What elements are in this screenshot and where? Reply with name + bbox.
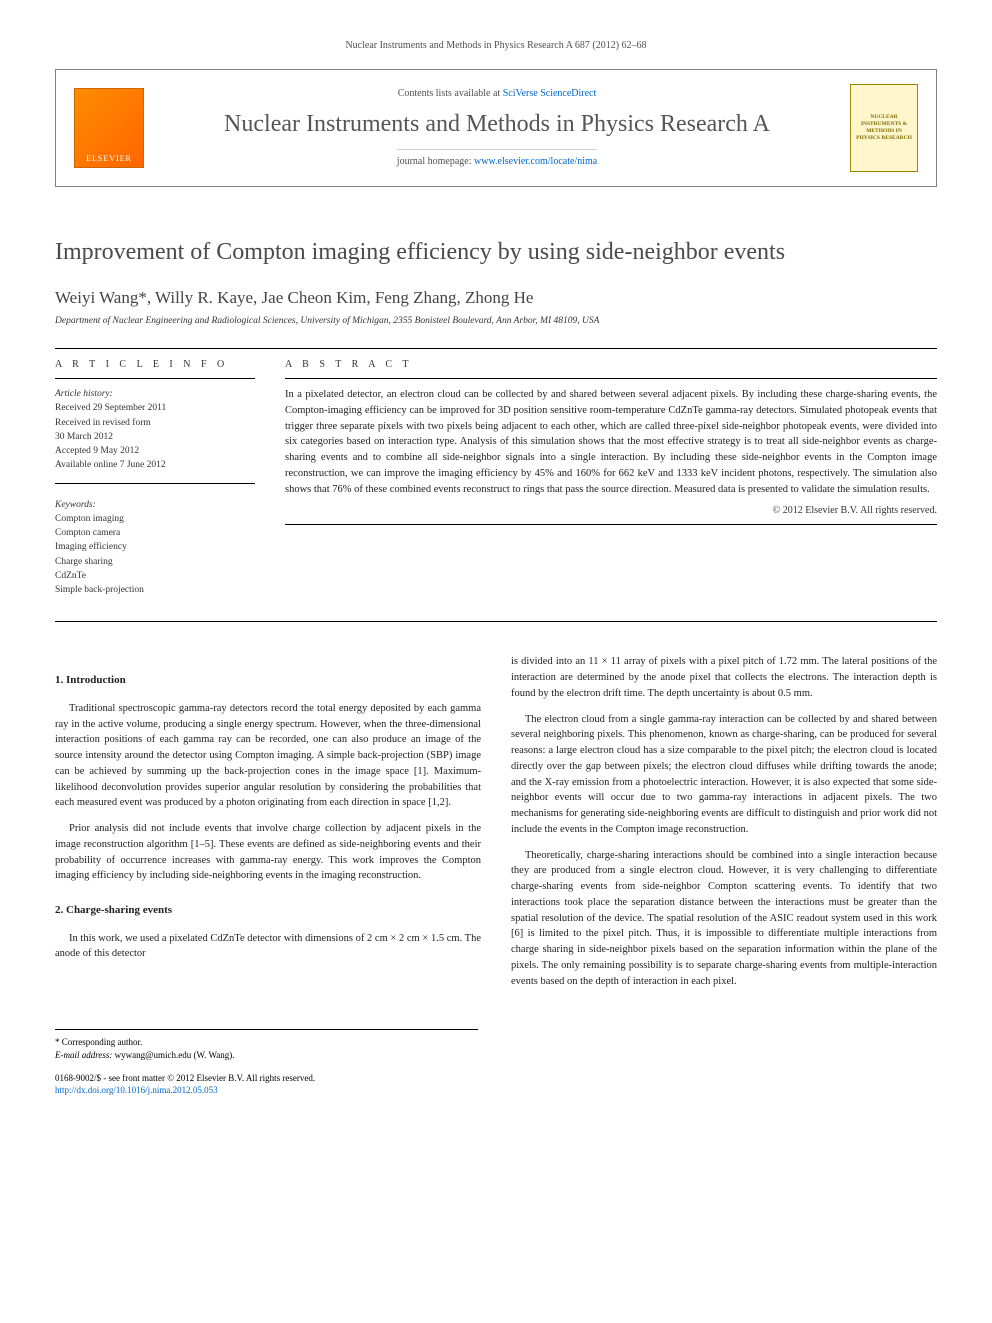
body-paragraph: Traditional spectroscopic gamma-ray dete… [55, 701, 481, 811]
article-info-column: A R T I C L E I N F O Article history: R… [55, 349, 255, 597]
homepage-link[interactable]: www.elsevier.com/locate/nima [474, 156, 597, 167]
homepage-prefix: journal homepage: [397, 156, 474, 167]
left-column: 1. Introduction Traditional spectroscopi… [55, 654, 481, 999]
contents-lists-line: Contents lists available at SciVerse Sci… [164, 88, 830, 99]
journal-citation: Nuclear Instruments and Methods in Physi… [55, 40, 937, 51]
keyword: Compton camera [55, 528, 120, 538]
journal-name: Nuclear Instruments and Methods in Physi… [164, 109, 830, 139]
divider [55, 621, 937, 622]
homepage-line: journal homepage: www.elsevier.com/locat… [397, 149, 597, 167]
doi-line: http://dx.doi.org/10.1016/j.nima.2012.05… [55, 1084, 478, 1097]
email-address: wywang@umich.edu (W. Wang). [115, 1050, 235, 1060]
body-paragraph: Theoretically, charge-sharing interactio… [511, 848, 937, 990]
article-history: Article history: Received 29 September 2… [55, 387, 255, 473]
body-two-column: 1. Introduction Traditional spectroscopi… [55, 654, 937, 999]
body-paragraph: The electron cloud from a single gamma-r… [511, 712, 937, 838]
history-line: Received in revised form [55, 418, 151, 428]
keyword: Compton imaging [55, 514, 124, 524]
article-info-label: A R T I C L E I N F O [55, 359, 255, 370]
history-line: 30 March 2012 [55, 432, 113, 442]
abstract-text: In a pixelated detector, an electron clo… [285, 387, 937, 497]
elsevier-logo-text: ELSEVIER [86, 154, 132, 163]
keyword: Imaging efficiency [55, 542, 127, 552]
authors-list: Weiyi Wang*, Willy R. Kaye, Jae Cheon Ki… [55, 288, 937, 308]
section-heading-charge-sharing: 2. Charge-sharing events [55, 902, 481, 919]
keyword: CdZnTe [55, 571, 86, 581]
body-paragraph: In this work, we used a pixelated CdZnTe… [55, 931, 481, 963]
history-heading: Article history: [55, 389, 113, 399]
section-heading-introduction: 1. Introduction [55, 672, 481, 689]
contents-prefix: Contents lists available at [398, 88, 503, 99]
article-meta-row: A R T I C L E I N F O Article history: R… [55, 349, 937, 597]
right-column: is divided into an 11 × 11 array of pixe… [511, 654, 937, 999]
abstract-column: A B S T R A C T In a pixelated detector,… [285, 349, 937, 597]
sciencedirect-link[interactable]: SciVerse ScienceDirect [503, 88, 597, 99]
divider [55, 483, 255, 484]
body-paragraph: Prior analysis did not include events th… [55, 821, 481, 884]
issn-line: 0168-9002/$ - see front matter © 2012 El… [55, 1072, 478, 1085]
journal-header: ELSEVIER Contents lists available at Sci… [55, 69, 937, 187]
body-paragraph: is divided into an 11 × 11 array of pixe… [511, 654, 937, 701]
article-title: Improvement of Compton imaging efficienc… [55, 237, 937, 268]
keywords-heading: Keywords: [55, 500, 96, 510]
elsevier-logo: ELSEVIER [74, 88, 144, 168]
history-line: Received 29 September 2011 [55, 403, 166, 413]
email-line: E-mail address: wywang@umich.edu (W. Wan… [55, 1049, 478, 1062]
abstract-copyright: © 2012 Elsevier B.V. All rights reserved… [285, 505, 937, 516]
header-center: Contents lists available at SciVerse Sci… [144, 88, 850, 169]
history-line: Available online 7 June 2012 [55, 460, 166, 470]
keywords-block: Keywords: Compton imaging Compton camera… [55, 498, 255, 598]
keyword: Charge sharing [55, 557, 113, 567]
divider [285, 378, 937, 379]
footnote-area: * Corresponding author. E-mail address: … [55, 1029, 478, 1096]
divider [55, 378, 255, 379]
history-line: Accepted 9 May 2012 [55, 446, 139, 456]
keyword: Simple back-projection [55, 585, 144, 595]
corresponding-author-note: * Corresponding author. [55, 1036, 478, 1049]
journal-cover-thumbnail: NUCLEAR INSTRUMENTS & METHODS IN PHYSICS… [850, 84, 918, 172]
doi-link[interactable]: http://dx.doi.org/10.1016/j.nima.2012.05… [55, 1085, 218, 1095]
divider [285, 524, 937, 525]
abstract-label: A B S T R A C T [285, 359, 937, 370]
affiliation: Department of Nuclear Engineering and Ra… [55, 316, 937, 326]
cover-thumb-text: NUCLEAR INSTRUMENTS & METHODS IN PHYSICS… [855, 114, 913, 143]
email-label: E-mail address: [55, 1050, 115, 1060]
